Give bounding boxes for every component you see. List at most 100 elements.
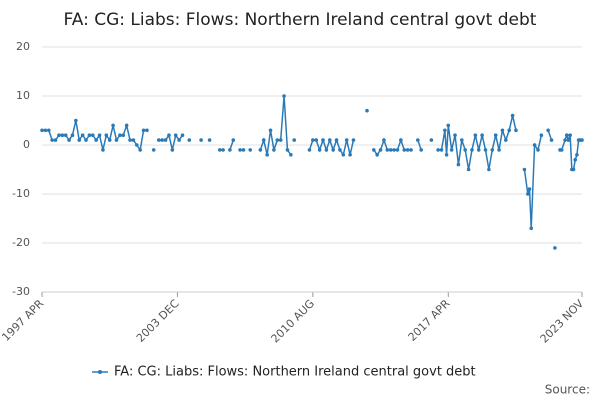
point	[566, 138, 571, 142]
point	[453, 133, 457, 137]
point	[167, 133, 171, 137]
point	[173, 133, 178, 137]
point	[272, 148, 276, 152]
point	[289, 153, 293, 157]
point	[217, 148, 222, 152]
point	[402, 148, 407, 152]
point	[536, 148, 540, 152]
point	[311, 138, 315, 142]
point	[473, 133, 478, 137]
point	[53, 138, 58, 142]
point	[104, 133, 109, 137]
point	[466, 167, 471, 172]
point	[493, 133, 498, 137]
point	[228, 148, 232, 152]
point	[258, 148, 263, 152]
point	[324, 148, 329, 152]
point	[177, 138, 181, 142]
point	[348, 153, 352, 157]
point	[314, 138, 319, 142]
point	[338, 148, 342, 152]
point	[378, 148, 383, 152]
point	[580, 138, 584, 142]
point	[480, 133, 484, 137]
point	[74, 118, 78, 123]
point	[268, 128, 273, 133]
legend-label: FA: CG: Liabs: Flows: Northern Ireland c…	[114, 365, 476, 380]
x-tick-label: 2023 NOV	[538, 297, 587, 346]
point	[529, 226, 534, 231]
point	[94, 138, 98, 142]
point	[526, 192, 530, 196]
point	[84, 138, 88, 142]
point	[221, 148, 225, 152]
point	[170, 148, 175, 152]
point	[77, 138, 82, 142]
point	[97, 133, 102, 137]
point	[40, 128, 44, 133]
point	[107, 138, 112, 142]
point	[500, 128, 505, 133]
point	[405, 148, 410, 152]
point	[463, 148, 467, 152]
point	[248, 148, 253, 152]
point	[351, 138, 356, 142]
point	[111, 123, 115, 128]
point	[131, 138, 136, 142]
point	[483, 148, 488, 152]
point	[375, 153, 379, 157]
point	[138, 148, 142, 152]
point	[145, 128, 149, 133]
point	[443, 128, 447, 133]
point	[238, 148, 242, 152]
point	[549, 138, 554, 142]
point	[67, 138, 71, 142]
point	[207, 138, 212, 142]
point	[134, 143, 139, 147]
chart-title: FA: CG: Liabs: Flows: Northern Ireland c…	[64, 10, 537, 30]
point	[546, 128, 550, 133]
point	[446, 123, 451, 128]
point	[199, 138, 203, 142]
x-tick-label: 2010 AUG	[269, 297, 318, 346]
point	[532, 143, 537, 147]
point	[504, 138, 508, 142]
point	[187, 138, 192, 142]
point	[388, 148, 393, 152]
point	[429, 138, 434, 142]
point	[157, 138, 161, 142]
y-tick-label: 10	[16, 89, 30, 102]
point	[121, 133, 126, 137]
point	[553, 246, 557, 250]
point	[575, 153, 579, 157]
series-line	[42, 95, 582, 229]
y-tick-label: 0	[23, 138, 30, 151]
point	[327, 138, 332, 142]
point	[307, 148, 312, 152]
point	[470, 148, 474, 152]
point	[371, 148, 376, 152]
point	[382, 138, 386, 142]
source: Source:	[545, 383, 590, 397]
point	[341, 153, 346, 157]
point	[490, 148, 495, 152]
point	[527, 187, 532, 191]
point	[395, 148, 400, 152]
point	[344, 138, 349, 142]
point	[439, 148, 444, 152]
point	[163, 138, 168, 142]
point	[43, 128, 48, 133]
point	[564, 133, 569, 137]
point	[510, 113, 515, 118]
point	[160, 138, 164, 142]
point	[261, 138, 266, 142]
point	[436, 148, 440, 152]
point	[522, 167, 527, 172]
point	[46, 128, 51, 133]
point	[124, 123, 129, 128]
point	[573, 157, 578, 162]
point	[568, 133, 572, 137]
point	[275, 138, 280, 142]
point	[460, 138, 464, 142]
